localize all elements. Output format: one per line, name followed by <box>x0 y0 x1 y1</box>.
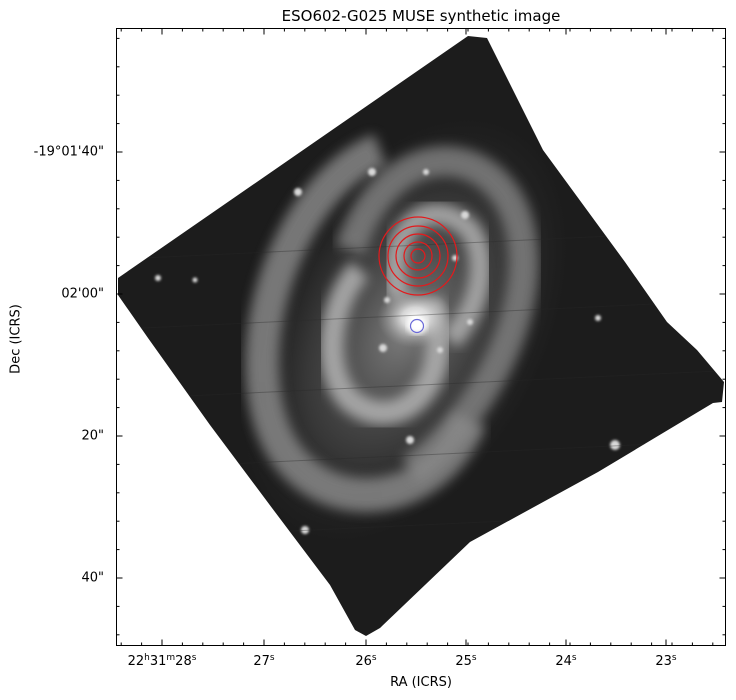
blue-marker-circle <box>409 318 425 334</box>
x-tick-label: 27s <box>253 653 275 669</box>
x-tick-label: 22h31m28s <box>127 653 197 669</box>
plot-title: ESO602-G025 MUSE synthetic image <box>281 7 561 25</box>
red-aperture-circles <box>378 216 458 296</box>
y-axis-label: Dec (ICRS) <box>8 304 24 374</box>
y-tick-label: -19°01'40" <box>33 144 104 160</box>
y-tick-label: 20" <box>81 428 104 444</box>
x-tick-label: 23s <box>655 653 677 669</box>
x-tick-label: 26s <box>355 653 377 669</box>
x-tick-label: 24s <box>555 653 577 669</box>
x-axis-label: RA (ICRS) <box>390 675 452 690</box>
axes-frame <box>116 28 726 646</box>
axis-ticks <box>116 28 726 646</box>
y-tick-label: 02'00" <box>61 286 104 302</box>
y-tick-label: 40" <box>81 570 104 586</box>
muse-field-image <box>118 36 724 636</box>
x-tick-label: 25s <box>455 653 477 669</box>
